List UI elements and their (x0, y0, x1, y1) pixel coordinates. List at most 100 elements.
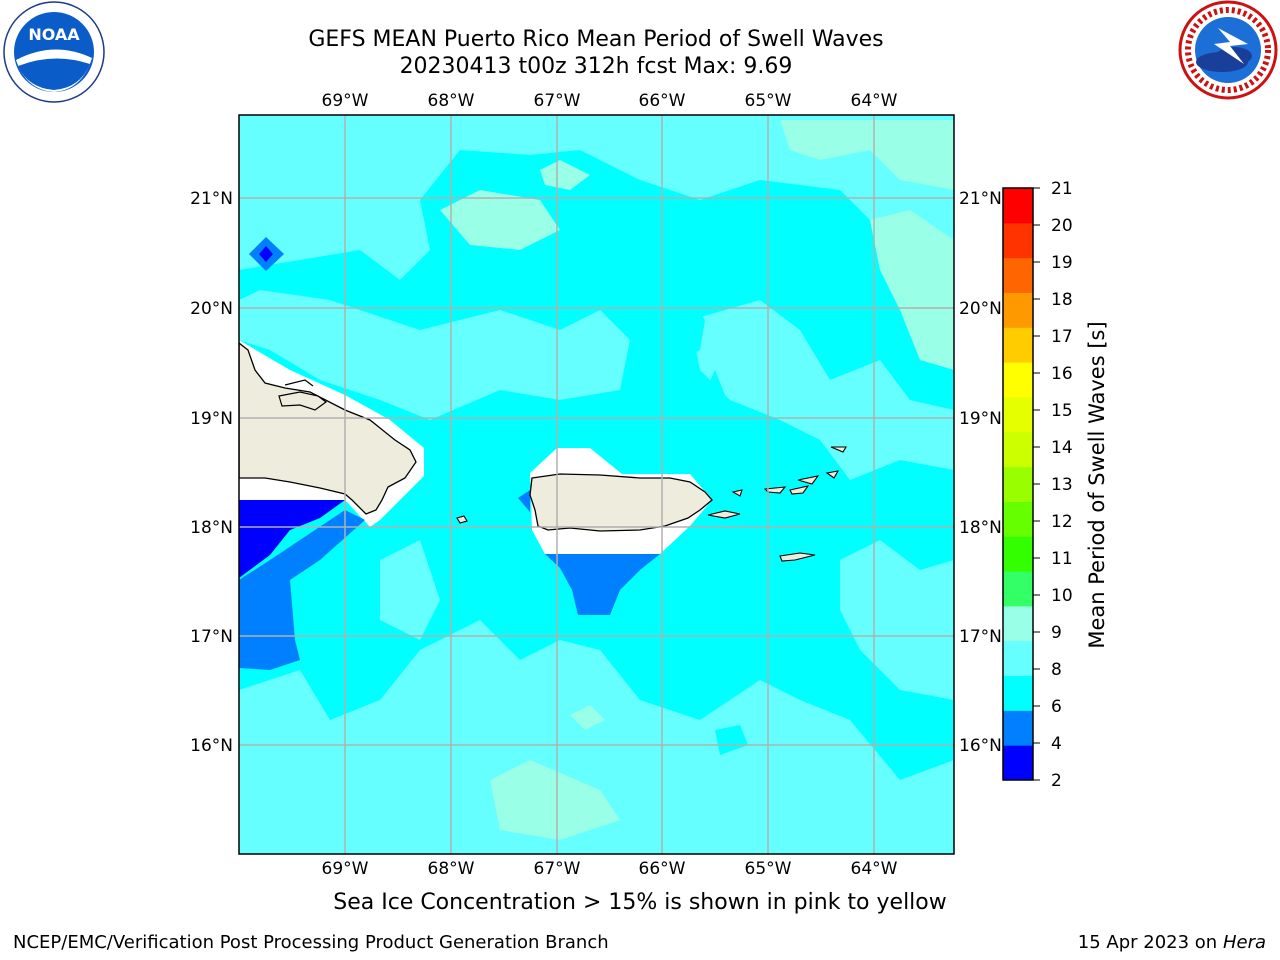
colorbar-segment (1003, 675, 1033, 711)
lon-label: 64°W (851, 91, 898, 111)
colorbar-tick-label: 20 (1051, 216, 1073, 236)
colorbar-segment (1003, 710, 1033, 746)
lat-label: 21°N (959, 189, 1002, 209)
colorbar-tick-label: 19 (1051, 253, 1073, 273)
lon-label: 68°W (428, 91, 475, 111)
map-frame (238, 114, 955, 855)
colorbar-tick-label: 14 (1051, 438, 1073, 458)
st-john-island (789, 485, 810, 495)
colorbar-segment (1003, 362, 1033, 398)
colorbar-segment (1003, 327, 1033, 363)
bottom-longitude-labels: 69°W 68°W 67°W 66°W 65°W 64°W (322, 859, 898, 879)
colorbar-tick-label: 2 (1051, 771, 1062, 791)
colorbar-segment (1003, 396, 1033, 433)
swell-region-9-10 (570, 705, 605, 730)
colorbar-segment (1003, 745, 1033, 781)
noaa-logo: NOAA (3, 1, 105, 103)
nws-logo (1178, 0, 1278, 100)
swell-region-8-9 (239, 115, 954, 290)
mona-island (456, 515, 468, 524)
lat-label: 20°N (190, 299, 233, 319)
swell-region-8-9 (840, 540, 954, 700)
lon-label: 69°W (322, 859, 369, 879)
colorbar-segment (1003, 536, 1033, 572)
colorbar-tick-label: 8 (1051, 660, 1062, 680)
culebra-island (731, 489, 743, 497)
colorbar-tick-label: 15 (1051, 401, 1073, 421)
footer-date-text: 15 Apr 2023 on (1077, 932, 1218, 953)
swell-region-8-9 (690, 300, 954, 480)
colorbar-tick-label: 21 (1051, 179, 1073, 199)
swell-region-6-8 (715, 725, 748, 755)
colorbar-tick-label: 11 (1051, 549, 1073, 569)
colorbar-label: Mean Period of Swell Waves [s] (1085, 321, 1109, 649)
gridlines (239, 115, 954, 854)
swell-region-9-10 (440, 190, 560, 250)
swell-region-2-4 (259, 246, 273, 262)
lon-label: 67°W (534, 91, 581, 111)
lat-label: 19°N (959, 409, 1002, 429)
lat-label: 21°N (190, 189, 233, 209)
vieques-island (707, 510, 741, 519)
lon-label: 65°W (745, 859, 792, 879)
lon-label: 65°W (745, 91, 792, 111)
colorbar-tick-label: 12 (1051, 512, 1073, 532)
lat-label: 18°N (959, 518, 1002, 538)
swell-region-8-9 (380, 540, 440, 640)
lon-label: 66°W (639, 91, 686, 111)
colorbar-segment (1003, 605, 1033, 642)
chart-subtitle: 20230413 t00z 312h fcst Max: 9.69 (399, 54, 793, 79)
swell-region-9-10 (780, 120, 954, 190)
puerto-rico-landmass (529, 473, 713, 532)
st-croix-island (779, 552, 816, 562)
lon-label: 64°W (851, 859, 898, 879)
swell-region-2-4 (239, 500, 345, 578)
lat-label: 19°N (190, 409, 233, 429)
colorbar-segment (1003, 466, 1033, 502)
colorbar-segment (1003, 571, 1033, 607)
lat-label: 18°N (190, 518, 233, 538)
right-latitude-labels: 21°N 20°N 19°N 18°N 17°N 16°N (959, 189, 1002, 756)
colorbar-segment (1003, 188, 1033, 224)
sea-ice-note: Sea Ice Concentration > 15% is shown in … (333, 890, 947, 915)
lat-label: 20°N (959, 299, 1002, 319)
colorbar-tick-label: 9 (1051, 623, 1062, 643)
swell-region-4-6 (239, 510, 365, 670)
colorbar-tick-label: 10 (1051, 586, 1073, 606)
lon-label: 69°W (322, 91, 369, 111)
colorbar-segment (1003, 501, 1033, 537)
colorbar-segment (1003, 640, 1033, 677)
swell-region-4-6 (545, 554, 660, 615)
colorbar-tick-label: 18 (1051, 290, 1073, 310)
footer-date: 15 Apr 2023 on Hera (1078, 932, 1266, 953)
st-thomas-island (763, 486, 787, 494)
virgin-gorda-island (825, 470, 840, 479)
swell-region-9-10 (540, 160, 590, 190)
swell-region-6-8 (706, 370, 725, 410)
colorbar-tick-label: 17 (1051, 327, 1073, 347)
tortola-island (797, 475, 820, 485)
hispaniola-landmass (239, 342, 417, 515)
map-area (239, 115, 954, 854)
left-latitude-labels: 21°N 20°N 19°N 18°N 17°N 16°N (190, 189, 233, 756)
colorbar-segment (1003, 431, 1033, 468)
lon-label: 66°W (639, 859, 686, 879)
footer-host: Hera (1222, 932, 1266, 953)
noaa-logo-text: NOAA (28, 25, 80, 44)
swell-region-9-10 (490, 760, 620, 840)
colorbar-segment (1003, 292, 1033, 328)
swell-region-9-10 (870, 210, 954, 370)
top-longitude-labels: 69°W 68°W 67°W 66°W 65°W 64°W (322, 91, 898, 111)
swell-region-4-6 (518, 490, 530, 512)
swell-region-8-9 (239, 290, 630, 420)
colorbar-tick-label: 4 (1051, 734, 1062, 754)
tortuga-coast (284, 379, 314, 387)
swell-region-6-8 (670, 300, 705, 355)
lat-label: 17°N (959, 627, 1002, 647)
colorbar-segment (1003, 222, 1033, 259)
colorbar-tick-label: 16 (1051, 364, 1073, 384)
lat-label: 17°N (190, 627, 233, 647)
lat-label: 16°N (959, 736, 1002, 756)
colorbar-tick-label: 6 (1051, 697, 1062, 717)
